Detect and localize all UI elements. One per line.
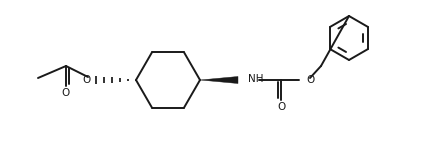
Text: O: O xyxy=(277,102,285,112)
Polygon shape xyxy=(200,76,238,83)
Text: O: O xyxy=(83,75,91,85)
Text: NH: NH xyxy=(248,74,263,84)
Text: O: O xyxy=(62,88,70,98)
Text: O: O xyxy=(306,75,314,85)
